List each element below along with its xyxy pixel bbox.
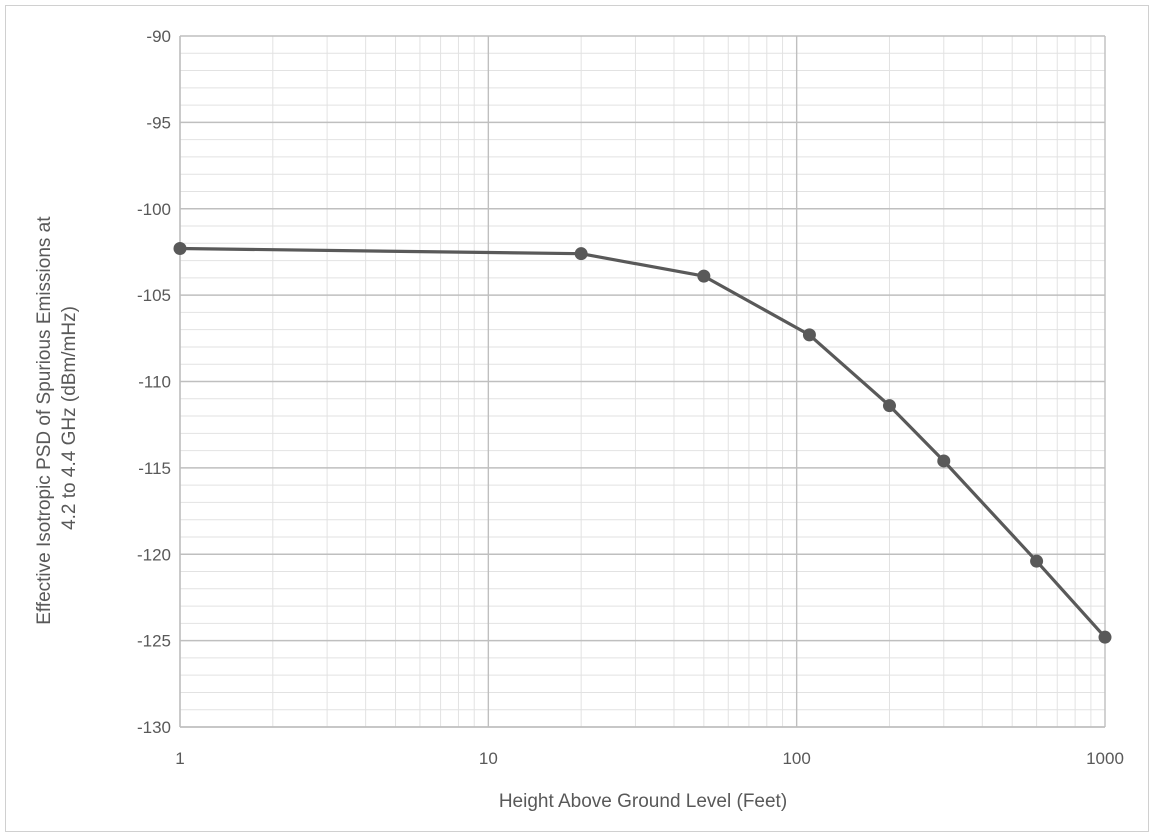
x-tick-label: 10 [479,749,498,768]
data-point [937,454,951,468]
y-tick-label: -115 [138,459,171,478]
y-axis-tick-labels: -90 -95 -100 -105 -110 -115 -120 -125 -130 [137,27,171,737]
y-tick-label: -125 [137,632,171,651]
data-point [574,247,588,261]
x-axis-tick-labels: 1 10 100 1000 [175,749,1124,768]
data-point [173,241,187,255]
y-tick-label: -105 [137,286,171,305]
y-tick-label: -90 [146,27,171,46]
x-axis-title: Height Above Ground Level (Feet) [499,791,787,812]
x-tick-label: 1 [175,749,184,768]
chart-frame [5,5,1149,832]
series-line [178,246,1107,639]
data-point [1098,630,1112,644]
y-tick-label: -95 [146,113,171,132]
y-axis-title: Effective Isotropic PSD of Spurious Emis… [34,211,80,625]
y-tick-label: -130 [137,718,171,737]
data-point [802,328,816,342]
data-point [1030,554,1044,568]
x-tick-label: 1000 [1086,749,1124,768]
series-layer [173,241,1112,644]
y-tick-label: -100 [137,200,171,219]
y-tick-label: -110 [138,373,171,392]
y-axis-title-line-2: 4.2 to 4.4 GHz (dBm/mHz) [59,306,80,530]
y-tick-label: -120 [137,545,171,564]
data-point [882,399,896,413]
data-point [697,269,711,283]
y-axis-title-line-1: Effective Isotropic PSD of Spurious Emis… [34,216,55,625]
major-gridlines [179,35,1106,728]
x-tick-label: 100 [782,749,810,768]
